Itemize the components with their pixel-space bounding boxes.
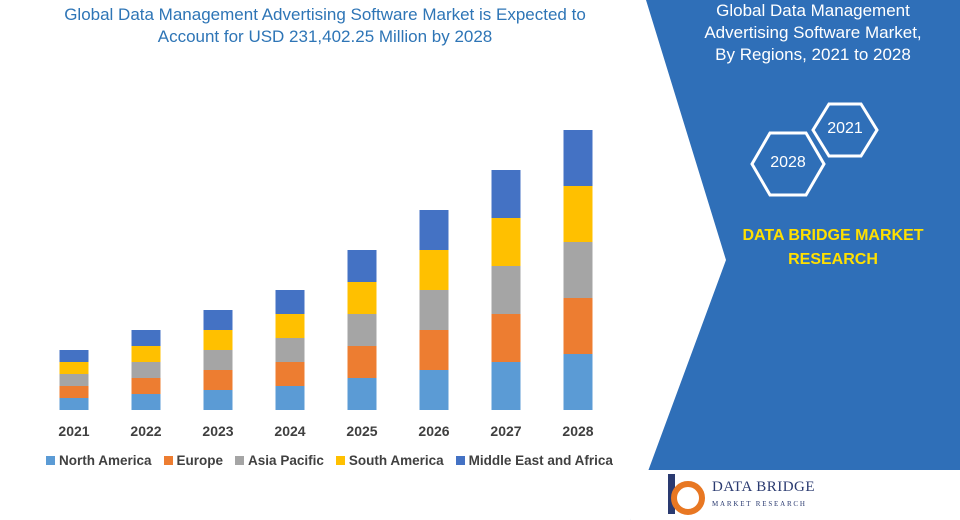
chart-bars [59, 130, 593, 410]
bar-segment-2021-south-america [59, 362, 89, 374]
bar-segment-2023-asia-pacific [203, 350, 233, 370]
bar-segment-2027-europe [491, 314, 521, 362]
logo-mark-icon [668, 474, 705, 515]
bar-segment-2025-asia-pacific [347, 314, 377, 346]
bar-segment-2027-south-america [491, 218, 521, 266]
bar-segment-2027-north-america [491, 362, 521, 410]
legend-item-north-america: North America [46, 453, 152, 468]
x-tick-label-2021: 2021 [58, 423, 89, 439]
bar-segment-2022-south-america [131, 346, 161, 362]
legend-label-asia-pacific: Asia Pacific [248, 453, 324, 468]
legend-item-middle-east-and-africa: Middle East and Africa [455, 453, 613, 468]
logo-name: DATA BRIDGE [712, 479, 816, 495]
bar-segment-2023-europe [203, 370, 233, 390]
brand-name: DATA BRIDGE MARKET RESEARCH [718, 224, 948, 272]
bar-segment-2021-europe [59, 386, 89, 398]
brand-name-line-2: RESEARCH [788, 251, 878, 268]
legend-item-europe: Europe [163, 453, 224, 468]
legend-label-north-america: North America [59, 453, 152, 468]
legend-label-middle-east-and-africa: Middle East and Africa [468, 453, 613, 468]
legend-item-south-america: South America [335, 453, 444, 468]
bar-segment-2027-asia-pacific [491, 266, 521, 314]
legend-swatch-middle-east-and-africa [455, 456, 465, 465]
x-tick-label-2028: 2028 [562, 423, 593, 439]
bar-segment-2025-south-america [347, 282, 377, 314]
bar-segment-2021-middle-east-and-africa [59, 350, 89, 362]
legend-swatch-north-america [46, 456, 55, 465]
bar-segment-2024-europe [275, 362, 305, 386]
brand-name-line-1: DATA BRIDGE MARKET [742, 227, 924, 244]
side-panel-title: Global Data Management Advertising Softw… [682, 0, 944, 66]
bar-segment-2028-europe [563, 298, 593, 354]
chart-title-line-1: Global Data Management Advertising Softw… [64, 5, 586, 24]
bar-segment-2026-middle-east-and-africa [419, 210, 449, 250]
bar-segment-2021-asia-pacific [59, 374, 89, 386]
bar-segment-2028-north-america [563, 354, 593, 410]
side-title-line-3: By Regions, 2021 to 2028 [715, 45, 911, 64]
x-tick-label-2026: 2026 [418, 423, 449, 439]
x-tick-label-2023: 2023 [202, 423, 233, 439]
legend-label-south-america: South America [348, 453, 444, 468]
hex-label-2021: 2021 [827, 120, 863, 137]
logo-tagline: MARKET RESEARCH [712, 500, 807, 508]
legend-label-europe: Europe [176, 453, 224, 468]
side-title-line-2: Advertising Software Market, [704, 23, 922, 42]
bar-segment-2026-europe [419, 330, 449, 370]
x-axis-tick-labels: 2021 2022 2023 2024 2025 2026 2027 2028 [58, 423, 593, 439]
side-title-line-1: Global Data Management [716, 1, 910, 20]
bar-segment-2025-europe [347, 346, 377, 378]
bar-segment-2023-south-america [203, 330, 233, 350]
bar-segment-2021-north-america [59, 398, 89, 410]
legend-swatch-europe [163, 456, 173, 465]
bar-segment-2028-asia-pacific [563, 242, 593, 298]
bar-segment-2022-north-america [131, 394, 161, 410]
bar-segment-2025-north-america [347, 378, 377, 410]
bar-segment-2026-south-america [419, 250, 449, 290]
chart-legend: North America Europe Asia Pacific South Ame… [46, 453, 613, 468]
bar-segment-2023-north-america [203, 390, 233, 410]
legend-item-asia-pacific: Asia Pacific [235, 453, 324, 468]
bar-segment-2026-asia-pacific [419, 290, 449, 330]
legend-swatch-asia-pacific [235, 456, 245, 465]
x-tick-label-2025: 2025 [346, 423, 377, 439]
bar-segment-2028-south-america [563, 186, 593, 242]
x-tick-label-2027: 2027 [490, 423, 521, 439]
stacked-bar-chart: 2021 2022 2023 2024 2025 2026 2027 2028 [58, 130, 594, 439]
bar-segment-2022-asia-pacific [131, 362, 161, 378]
bar-segment-2025-middle-east-and-africa [347, 250, 377, 282]
bar-segment-2024-north-america [275, 386, 305, 410]
bar-segment-2027-middle-east-and-africa [491, 170, 521, 218]
bar-segment-2023-middle-east-and-africa [203, 310, 233, 330]
chart-title: Global Data Management Advertising Softw… [20, 4, 630, 48]
x-tick-label-2022: 2022 [130, 423, 161, 439]
bar-segment-2024-asia-pacific [275, 338, 305, 362]
hex-label-2028: 2028 [770, 154, 806, 171]
x-tick-label-2024: 2024 [274, 423, 305, 439]
legend-swatch-south-america [335, 456, 345, 465]
chart-title-line-2: Account for USD 231,402.25 Million by 20… [157, 27, 493, 46]
bar-segment-2026-north-america [419, 370, 449, 410]
bar-segment-2028-middle-east-and-africa [563, 130, 593, 186]
bar-segment-2024-middle-east-and-africa [275, 290, 305, 314]
bar-segment-2022-europe [131, 378, 161, 394]
bar-segment-2024-south-america [275, 314, 305, 338]
bar-segment-2022-middle-east-and-africa [131, 330, 161, 346]
